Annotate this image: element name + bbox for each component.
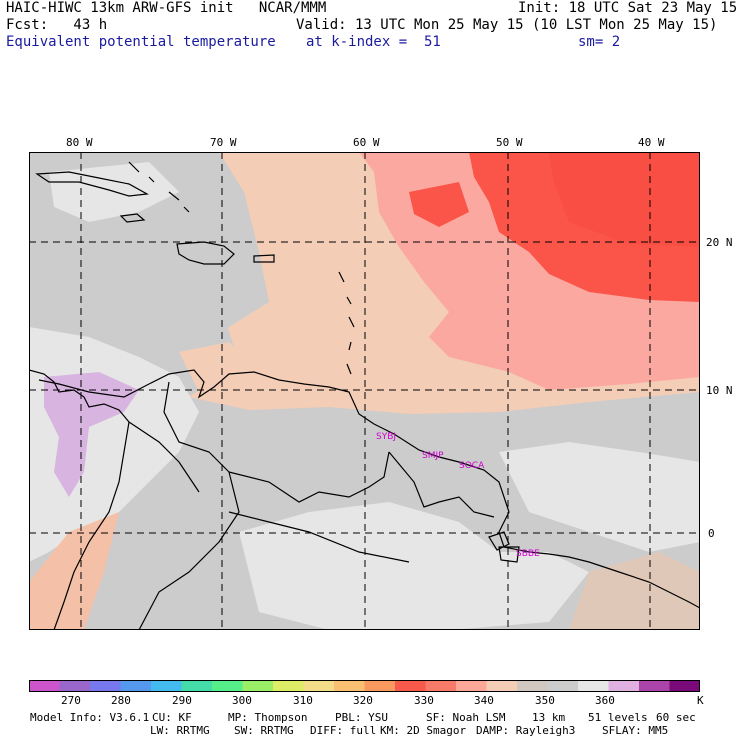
pbl-scheme: PBL: YSU (335, 711, 388, 724)
lon-label-60w: 60 W (353, 136, 380, 149)
levels: 51 levels (588, 711, 648, 724)
colorbar-swatch (151, 680, 182, 692)
level-index: at k-index = 51 (306, 34, 441, 50)
colorbar-swatch (547, 680, 579, 692)
lat-label-10n: 10 N (706, 384, 733, 397)
mp-scheme: MP: Thompson (228, 711, 308, 724)
colorbar-swatch (120, 680, 152, 692)
lon-label-70w: 70 W (210, 136, 237, 149)
station-soca: SOCA (459, 461, 485, 471)
km-scheme: KM: 2D Smagor (380, 724, 467, 737)
cbar-label-360: 360 (595, 694, 615, 707)
sflay-scheme: SFLAY: MM5 (602, 724, 669, 737)
colorbar-swatch (242, 680, 274, 692)
cbar-label-300: 300 (232, 694, 252, 707)
smoothing: sm= 2 (578, 34, 621, 50)
colorbar-swatch (486, 680, 518, 692)
lon-label-50w: 50 W (496, 136, 523, 149)
init-time: Init: 18 UTC Sat 23 May 15 (518, 0, 738, 16)
forecast-hour: Fcst: 43 h (6, 17, 108, 33)
colorbar-swatch (639, 680, 670, 692)
colorbar-swatch (425, 680, 457, 692)
field-name: Equivalent potential temperature (6, 34, 276, 50)
cbar-label-340: 340 (474, 694, 494, 707)
field-light-south (239, 502, 589, 630)
sw-scheme: SW: RRTMG (234, 724, 294, 737)
colorbar-frame (29, 680, 700, 692)
colorbar-swatch (212, 680, 243, 692)
lon-label-40w: 40 W (638, 136, 665, 149)
colorbar-swatch (59, 680, 91, 692)
cbar-label-270: 270 (61, 694, 81, 707)
cbar-label-unit: K (697, 694, 704, 707)
colorbar-swatch (90, 680, 121, 692)
lat-label-0: 0 (708, 527, 715, 540)
field-tan-venezuela (179, 342, 279, 400)
theta-e-map: SYBJ SMJP SOCA SBBE (29, 152, 700, 630)
cbar-label-350: 350 (535, 694, 555, 707)
station-sybj: SYBJ (376, 432, 396, 442)
cbar-label-310: 310 (293, 694, 313, 707)
colorbar-swatch (608, 680, 640, 692)
cbar-label-290: 290 (172, 694, 192, 707)
colorbar-swatch (273, 680, 304, 692)
colorbar-swatch (334, 680, 365, 692)
header-title: HAIC-HIWC 13km ARW-GFS init NCAR/MMM (6, 0, 327, 16)
colorbar-swatch (578, 680, 609, 692)
sf-scheme: SF: Noah LSM (426, 711, 506, 724)
cbar-label-320: 320 (353, 694, 373, 707)
damp-scheme: DAMP: Rayleigh3 (476, 724, 576, 737)
lat-label-20n: 20 N (706, 236, 733, 249)
colorbar (29, 680, 700, 692)
resolution: 13 km (532, 711, 566, 724)
colorbar-swatch (181, 680, 213, 692)
colorbar-swatch (517, 680, 548, 692)
colorbar-swatch (669, 680, 700, 692)
graticule (29, 152, 700, 630)
coastlines (29, 161, 700, 630)
lon-label-80w: 80 W (66, 136, 93, 149)
valid-time: Valid: 13 UTC Mon 25 May 15 (10 LST Mon … (296, 17, 718, 33)
field-red-core (549, 152, 700, 247)
timestep: 60 sec (656, 711, 696, 724)
colorbar-swatch (303, 680, 335, 692)
model-version: Model Info: V3.6.1 (30, 711, 150, 724)
field-purple (44, 372, 139, 497)
cbar-label-330: 330 (414, 694, 434, 707)
field-red-blob (409, 182, 469, 227)
station-smjp: SMJP (422, 451, 444, 461)
colorbar-swatch (29, 680, 60, 692)
lw-scheme: LW: RRTMG (150, 724, 210, 737)
map-frame (29, 152, 700, 630)
field-tan-se (569, 552, 700, 630)
diff-scheme: DIFF: full (310, 724, 377, 737)
cu-scheme: CU: KF (152, 711, 192, 724)
colorbar-swatch (395, 680, 426, 692)
colorbar-swatch (364, 680, 396, 692)
station-sbbe: SBBE (516, 549, 540, 559)
colorbar-swatch (456, 680, 487, 692)
cbar-label-280: 280 (111, 694, 131, 707)
